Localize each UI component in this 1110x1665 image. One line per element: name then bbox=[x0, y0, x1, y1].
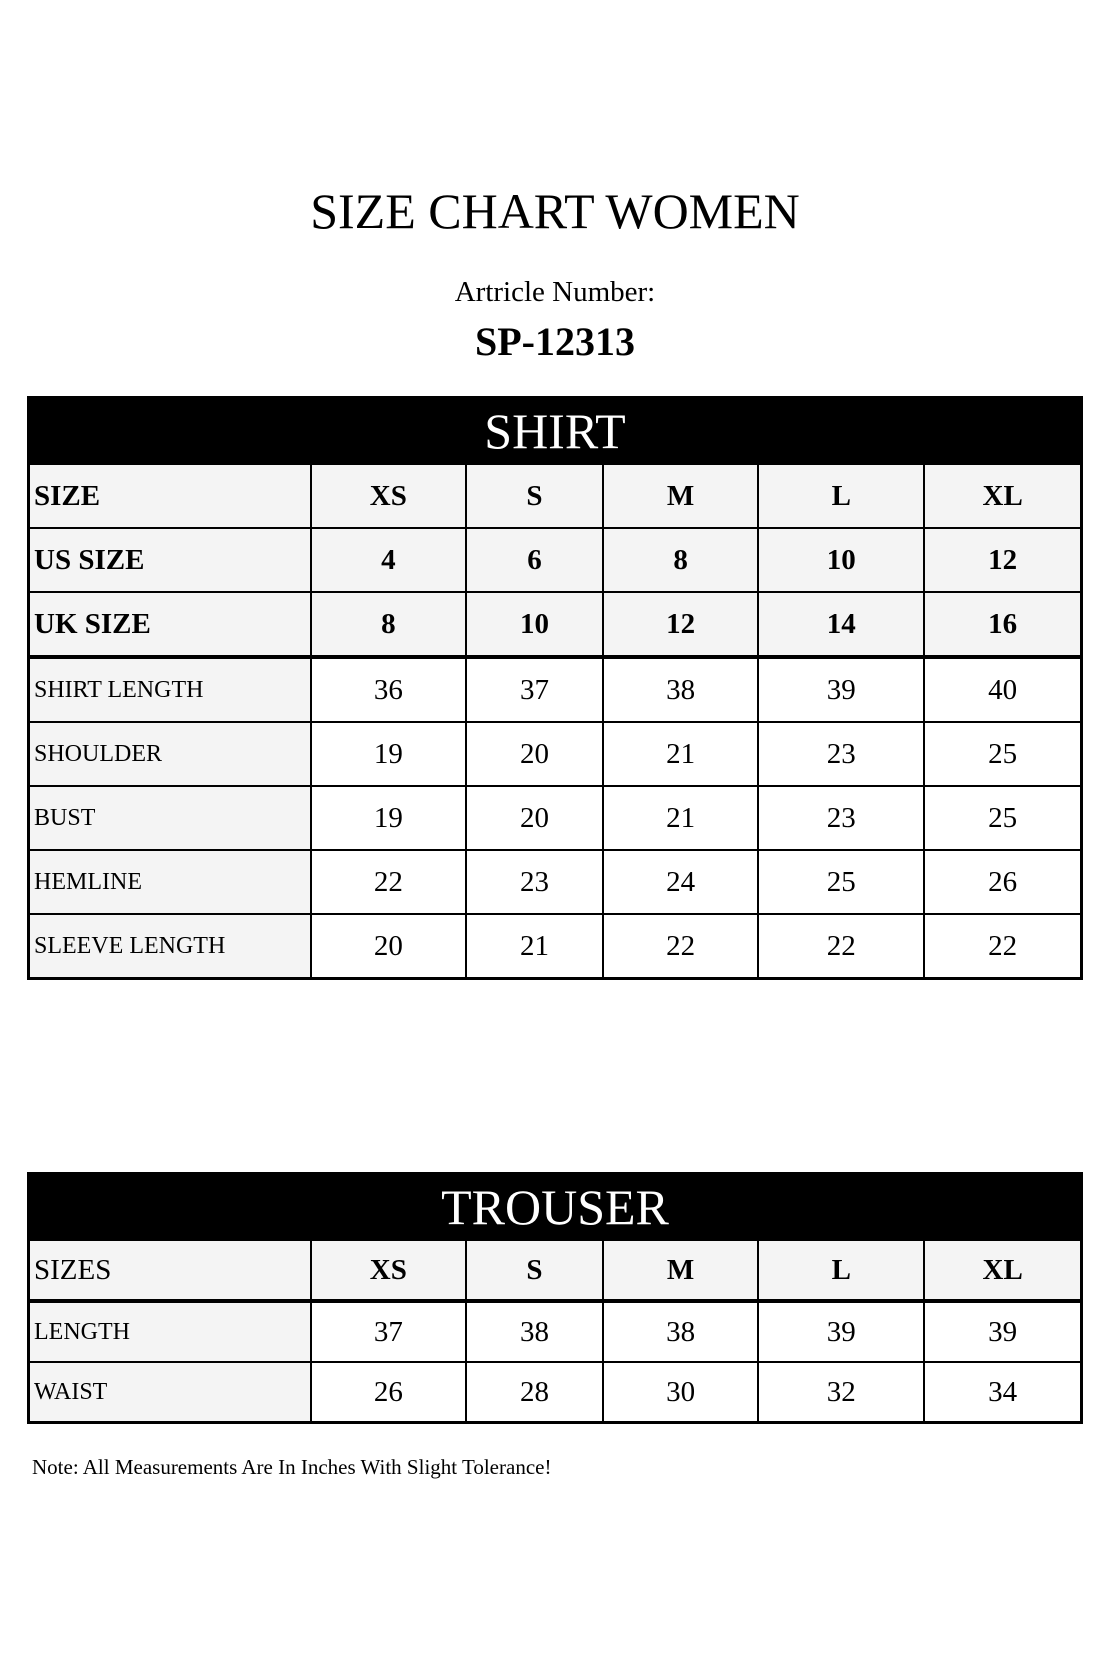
measurement-cell: 34 bbox=[923, 1361, 1083, 1424]
article-label: Artricle Number: bbox=[454, 276, 656, 308]
size-cell: S bbox=[464, 463, 605, 529]
table-row: LENGTH 37 38 38 39 39 bbox=[27, 1300, 1083, 1363]
size-cell: M bbox=[602, 463, 760, 529]
table-row: SHIRT LENGTH 36 37 38 39 40 bbox=[27, 656, 1083, 723]
measurement-note: Note: All Measurements Are In Inches Wit… bbox=[32, 1455, 552, 1479]
measurement-cell: 39 bbox=[757, 656, 926, 723]
size-cell: 8 bbox=[309, 591, 467, 659]
size-cell: 10 bbox=[464, 591, 605, 659]
size-cell: 12 bbox=[602, 591, 760, 659]
size-cell: L bbox=[757, 1239, 926, 1303]
header-row: UK SIZE 8 10 12 14 16 bbox=[27, 591, 1083, 659]
measurement-cell: 32 bbox=[757, 1361, 926, 1424]
measurement-cell: 37 bbox=[464, 656, 605, 723]
measurement-cell: 21 bbox=[464, 913, 605, 980]
measurement-cell: 23 bbox=[757, 785, 926, 851]
measurement-cell: 26 bbox=[309, 1361, 467, 1424]
size-cell: XS bbox=[309, 1239, 467, 1303]
measurement-cell: 36 bbox=[309, 656, 467, 723]
measurement-cell: 22 bbox=[309, 849, 467, 915]
table-row: HEMLINE 22 23 24 25 26 bbox=[27, 849, 1083, 915]
size-cell: 6 bbox=[464, 527, 605, 593]
header-row: SIZE XS S M L XL bbox=[27, 463, 1083, 529]
article-number: SP-12313 bbox=[475, 319, 635, 364]
size-cell: 8 bbox=[602, 527, 760, 593]
measurement-cell: 38 bbox=[464, 1300, 605, 1363]
size-cell: XL bbox=[923, 1239, 1083, 1303]
row-label: UK SIZE bbox=[27, 591, 312, 659]
header-row: US SIZE 4 6 8 10 12 bbox=[27, 527, 1083, 593]
measurement-cell: 38 bbox=[602, 1300, 760, 1363]
row-label: WAIST bbox=[27, 1361, 312, 1424]
row-label: HEMLINE bbox=[27, 849, 312, 915]
measurement-cell: 19 bbox=[309, 785, 467, 851]
row-label: SLEEVE LENGTH bbox=[27, 913, 312, 980]
measurement-cell: 30 bbox=[602, 1361, 760, 1424]
size-cell: 16 bbox=[923, 591, 1083, 659]
measurement-cell: 21 bbox=[602, 721, 760, 787]
table-row: WAIST 26 28 30 32 34 bbox=[27, 1361, 1083, 1424]
size-cell: 4 bbox=[309, 527, 467, 593]
measurement-cell: 24 bbox=[602, 849, 760, 915]
measurement-cell: 22 bbox=[602, 913, 760, 980]
header-row: SIZES XS S M L XL bbox=[27, 1239, 1083, 1303]
table-row: BUST 19 20 21 23 25 bbox=[27, 785, 1083, 851]
measurement-cell: 40 bbox=[923, 656, 1083, 723]
measurement-cell: 25 bbox=[923, 785, 1083, 851]
measurement-cell: 39 bbox=[923, 1300, 1083, 1363]
table-row: SHOULDER 19 20 21 23 25 bbox=[27, 721, 1083, 787]
measurement-cell: 26 bbox=[923, 849, 1083, 915]
size-cell: 14 bbox=[757, 591, 926, 659]
measurement-cell: 39 bbox=[757, 1300, 926, 1363]
size-cell: M bbox=[602, 1239, 760, 1303]
size-cell: 12 bbox=[923, 527, 1083, 593]
table-row: SLEEVE LENGTH 20 21 22 22 22 bbox=[27, 913, 1083, 980]
measurement-cell: 22 bbox=[757, 913, 926, 980]
size-cell: XL bbox=[923, 463, 1083, 529]
row-label: SHIRT LENGTH bbox=[27, 656, 312, 723]
measurement-cell: 28 bbox=[464, 1361, 605, 1424]
measurement-cell: 37 bbox=[309, 1300, 467, 1363]
row-label: SHOULDER bbox=[27, 721, 312, 787]
page-title: SIZE CHART WOMEN bbox=[310, 183, 800, 239]
size-cell: S bbox=[464, 1239, 605, 1303]
shirt-heading: SHIRT bbox=[28, 397, 1082, 464]
size-cell: L bbox=[757, 463, 926, 529]
row-label: BUST bbox=[27, 785, 312, 851]
measurement-cell: 25 bbox=[923, 721, 1083, 787]
trouser-size-table: TROUSER SIZES XS S M L XL LENGTH 37 38 38 39 39 WAIS… bbox=[27, 1172, 1083, 1424]
measurement-cell: 38 bbox=[602, 656, 760, 723]
trouser-heading: TROUSER bbox=[28, 1173, 1082, 1240]
size-cell: XS bbox=[309, 463, 467, 529]
measurement-cell: 20 bbox=[464, 785, 605, 851]
row-label: SIZE bbox=[27, 463, 312, 529]
size-cell: 10 bbox=[757, 527, 926, 593]
measurement-cell: 20 bbox=[464, 721, 605, 787]
measurement-cell: 23 bbox=[757, 721, 926, 787]
measurement-cell: 21 bbox=[602, 785, 760, 851]
row-label: LENGTH bbox=[27, 1300, 312, 1363]
measurement-cell: 20 bbox=[309, 913, 467, 980]
measurement-cell: 22 bbox=[923, 913, 1083, 980]
measurement-cell: 25 bbox=[757, 849, 926, 915]
row-label: SIZES bbox=[27, 1239, 312, 1303]
shirt-size-table: SHIRT SIZE XS S M L XL US SIZE 4 6 8 10 12 UK SIZE 8 1… bbox=[27, 396, 1083, 980]
measurement-cell: 19 bbox=[309, 721, 467, 787]
row-label: US SIZE bbox=[27, 527, 312, 593]
measurement-cell: 23 bbox=[464, 849, 605, 915]
